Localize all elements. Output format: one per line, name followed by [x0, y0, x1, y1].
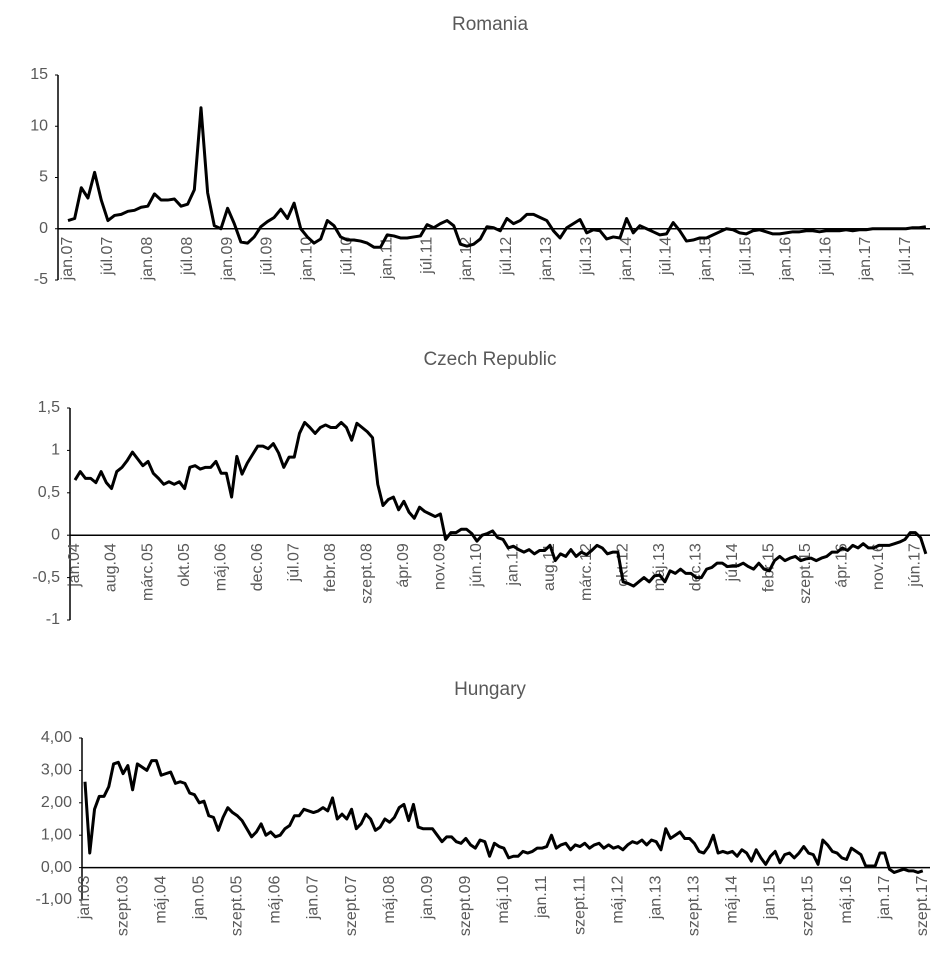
- x-tick-label: ápr.16: [834, 543, 851, 588]
- x-tick-label: jan.17: [876, 875, 893, 920]
- x-tick-label: jan.07: [59, 237, 76, 282]
- x-tick-label: jún.10: [468, 543, 485, 588]
- x-tick-label: jan.13: [538, 237, 555, 282]
- x-tick-label: jan.15: [762, 875, 779, 920]
- x-tick-label: jan.11: [378, 237, 395, 281]
- x-tick-label: ápr.09: [395, 543, 412, 588]
- x-tick-label: júl.14: [724, 543, 741, 582]
- x-tick-label: máj.14: [724, 876, 741, 924]
- chart-title: Czech Republic: [423, 349, 556, 370]
- x-tick-label: jan.13: [647, 875, 664, 920]
- x-tick-label: okt.05: [176, 543, 193, 587]
- y-tick-label: 1,5: [38, 399, 60, 416]
- x-tick-label: szept.15: [797, 543, 814, 604]
- x-tick-label: szept.03: [114, 875, 131, 936]
- x-tick-label: jan.08: [139, 237, 156, 282]
- x-tick-label: jan.17: [857, 237, 874, 282]
- x-tick-label: jan.16: [777, 237, 794, 282]
- x-tick-label: júl.08: [179, 237, 196, 276]
- x-tick-label: máj.04: [152, 876, 169, 924]
- chart-title: Romania: [452, 14, 528, 35]
- x-tick-label: júl.14: [658, 237, 675, 276]
- y-tick-label: 5: [39, 169, 48, 186]
- x-tick-label: szept.07: [343, 875, 360, 936]
- x-tick-label: szept.09: [457, 875, 474, 936]
- y-tick-label: 4,00: [41, 729, 72, 746]
- x-tick-label: máj.06: [212, 543, 229, 591]
- x-tick-label: jan.09: [219, 237, 236, 282]
- x-tick-label: szept.13: [685, 875, 702, 936]
- x-tick-label: jan.03: [76, 875, 93, 920]
- x-tick-label: jan.07: [305, 875, 322, 920]
- data-line: [73, 420, 928, 588]
- x-tick-label: febr.15: [760, 543, 777, 592]
- x-tick-label: jan.14: [618, 237, 635, 282]
- x-tick-label: jan.15: [698, 237, 715, 282]
- data-line: [83, 759, 924, 874]
- x-tick-label: jan.05: [190, 875, 207, 920]
- x-tick-label: nov.09: [432, 543, 449, 590]
- y-tick-label: 0,00: [41, 859, 72, 876]
- x-tick-label: márc.12: [578, 543, 595, 601]
- x-tick-label: júl.13: [578, 237, 595, 276]
- x-tick-label: jan.11: [533, 875, 550, 919]
- x-tick-label: dec.13: [687, 543, 704, 591]
- y-tick-label: 1,00: [41, 826, 72, 843]
- y-tick-label: 2,00: [41, 794, 72, 811]
- chart-title: Hungary: [454, 679, 526, 700]
- x-tick-label: szept.15: [800, 875, 817, 936]
- x-tick-label: júl.12: [498, 237, 515, 276]
- x-tick-label: júl.07: [99, 237, 116, 276]
- y-tick-label: -1: [46, 611, 60, 628]
- y-tick-label: -1,00: [36, 891, 73, 908]
- x-tick-label: szept.17: [914, 875, 931, 936]
- x-tick-label: júl.10: [339, 237, 356, 276]
- y-tick-label: -0,5: [32, 569, 60, 586]
- x-tick-label: szept.11: [571, 875, 588, 934]
- x-tick-label: júl.09: [259, 237, 276, 276]
- x-tick-label: jan.04: [66, 543, 83, 588]
- y-tick-label: 3,00: [41, 762, 72, 779]
- x-tick-label: máj.16: [838, 876, 855, 924]
- x-tick-label: szept.08: [359, 543, 376, 604]
- x-tick-label: júl.17: [897, 237, 914, 276]
- y-tick-label: 1: [51, 442, 60, 459]
- x-tick-label: nov.16: [870, 543, 887, 590]
- x-tick-label: júl.16: [817, 237, 834, 276]
- x-tick-label: dec.06: [249, 543, 266, 591]
- x-tick-label: júl.07: [285, 543, 302, 582]
- x-tick-label: szept.05: [229, 875, 246, 936]
- x-tick-label: jún.17: [907, 543, 924, 588]
- x-tick-label: máj.13: [651, 543, 668, 591]
- x-tick-label: máj.08: [381, 876, 398, 924]
- y-tick-label: 0: [51, 526, 60, 543]
- x-tick-label: máj.12: [609, 876, 626, 924]
- x-tick-label: márc.05: [139, 543, 156, 601]
- y-tick-label: 0: [39, 220, 48, 237]
- x-tick-label: jan.09: [419, 875, 436, 920]
- x-tick-label: jan.11: [505, 543, 522, 587]
- data-line: [67, 106, 927, 249]
- x-tick-label: máj.10: [495, 876, 512, 924]
- y-tick-label: -5: [34, 271, 48, 288]
- x-tick-label: máj.06: [267, 876, 284, 924]
- y-tick-label: 15: [30, 66, 48, 83]
- x-tick-label: jan.12: [458, 237, 475, 282]
- y-tick-label: 0,5: [38, 484, 60, 501]
- y-tick-label: 10: [30, 117, 48, 134]
- x-tick-label: febr.08: [322, 543, 339, 592]
- x-tick-label: jan.10: [299, 237, 316, 282]
- x-tick-label: aug.04: [103, 543, 120, 592]
- x-tick-label: júl.15: [738, 237, 755, 276]
- x-tick-label: júl.11: [418, 237, 435, 275]
